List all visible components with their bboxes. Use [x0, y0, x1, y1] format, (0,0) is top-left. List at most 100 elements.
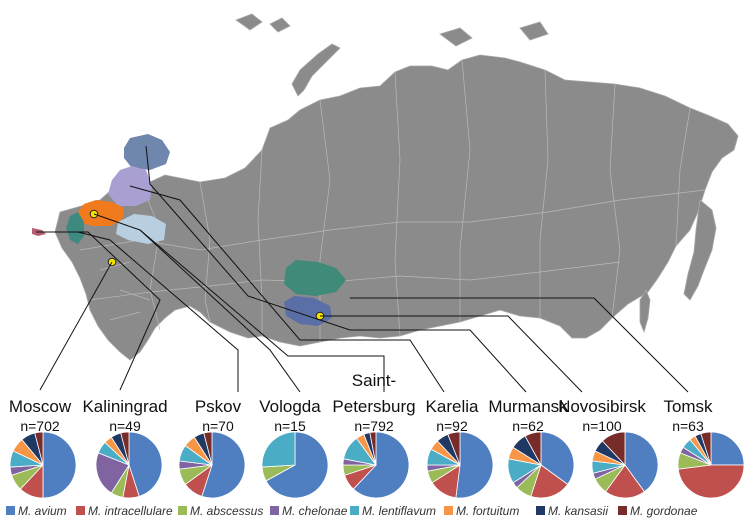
- legend-item-m--avium: M. avium: [6, 504, 67, 518]
- russia-map: [32, 13, 739, 361]
- leader-line-novosibirsk: [320, 315, 583, 393]
- leader-line-karelia: [129, 185, 445, 393]
- pie-slice-m--gordonae: [601, 431, 626, 467]
- region-label-saint-petersburg: Saint- Petersburg n=792: [332, 371, 415, 434]
- pie-slice-m--gordonae: [120, 431, 130, 466]
- legend-label: M. avium: [18, 504, 67, 518]
- region-label-pskov: Pskov n=70: [195, 397, 242, 434]
- vologda-region: [116, 214, 166, 244]
- pie-chart-moscow: [9, 431, 77, 499]
- region-labels: Moscow n=702 Kaliningrad n=49 Pskov n=70 Volog…: [9, 371, 713, 434]
- region-label-kaliningrad: Kaliningrad n=49: [82, 397, 167, 434]
- pie-chart-murmansk: [507, 431, 575, 499]
- pie-slice-m--intracellulare: [677, 464, 745, 499]
- leader-line-kaliningrad: [36, 231, 161, 391]
- legend-item-m--intracellulare: M. intracellulare: [76, 504, 173, 518]
- legend-label: M. fortuitum: [456, 504, 519, 518]
- legend-item-m--chelonae: M. chelonae: [270, 504, 348, 518]
- pie-chart-vologda: [261, 431, 329, 499]
- region-count: n=92: [436, 418, 468, 434]
- pie-chart-novosibirsk: [591, 431, 659, 499]
- leader-line-saint-petersburg: [93, 213, 385, 392]
- pie-slice-m--avium: [201, 431, 246, 499]
- pie-slice-m--gordonae: [369, 431, 377, 466]
- pie-slice-m--avium: [128, 431, 163, 497]
- pie-chart-saint-petersburg: [342, 431, 410, 499]
- region-label-moscow: Moscow n=702: [9, 397, 72, 434]
- pie-slice-m--gordonae: [34, 431, 44, 466]
- legend-swatch: [536, 506, 545, 515]
- pie-slice-m--avium: [624, 431, 659, 493]
- region-borders: [79, 59, 706, 342]
- sakhalin-shape: [639, 289, 651, 334]
- pie-slice-m--gordonae: [700, 431, 712, 466]
- species-legend: M. avium M. intracellulare M. abscessus M. …: [6, 504, 698, 518]
- legend-swatch: [178, 506, 187, 515]
- legend-label: M. gordonae: [630, 504, 698, 518]
- region-count: n=15: [274, 418, 306, 434]
- pie-slice-m--gordonae: [447, 431, 461, 466]
- leader-line-murmansk: [145, 145, 527, 393]
- legend-label: M. intracellulare: [88, 504, 173, 518]
- legend-item-m--lentiflavum: M. lentiflavum: [350, 504, 436, 518]
- region-name: Novosibirsk: [558, 397, 646, 416]
- russia-mainland-shape: [54, 54, 739, 361]
- legend-label: M. lentiflavum: [362, 504, 436, 518]
- legend-swatch: [350, 506, 359, 515]
- region-name: Saint-: [352, 371, 396, 390]
- region-count: n=62: [512, 418, 544, 434]
- region-name-line2: Petersburg: [332, 397, 415, 416]
- pskov-region: [66, 212, 84, 244]
- region-count: n=100: [582, 418, 622, 434]
- pie-slice-m--avium: [455, 431, 494, 499]
- region-name: Karelia: [426, 397, 479, 416]
- leader-line-tomsk: [350, 297, 689, 393]
- pie-slice-m--avium: [42, 431, 77, 499]
- legend-swatch: [6, 506, 15, 515]
- legend-item-m--kansasii: M. kansasii: [536, 504, 608, 518]
- pie-slice-m--avium: [540, 431, 575, 485]
- region-name: Moscow: [9, 397, 72, 416]
- legend-swatch: [618, 506, 627, 515]
- pie-chart-karelia: [426, 431, 494, 499]
- pie-slice-m--avium: [265, 431, 329, 499]
- arctic-islands-shape: [235, 13, 549, 47]
- pie-slice-m--intracellulare: [530, 464, 569, 499]
- legend-swatch: [444, 506, 453, 515]
- region-label-tomsk: Tomsk n=63: [663, 397, 713, 434]
- region-name: Pskov: [195, 397, 242, 416]
- region-name: Tomsk: [663, 397, 713, 416]
- pie-slice-m--avium: [352, 431, 410, 499]
- pie-chart-tomsk: [677, 431, 745, 499]
- pie-slice-m--avium: [710, 431, 745, 466]
- region-name: Kaliningrad: [82, 397, 167, 416]
- pie-slice-m--lentiflavum: [261, 431, 296, 468]
- leader-lines: [36, 145, 689, 393]
- pie-chart-kaliningrad: [95, 431, 163, 499]
- legend-item-m--gordonae: M. gordonae: [618, 504, 698, 518]
- kamchatka-shape: [683, 199, 717, 301]
- leader-line-moscow: [39, 261, 113, 391]
- pie-slice-m--gordonae: [524, 431, 542, 466]
- pie-chart-pskov: [178, 431, 246, 499]
- novosibirsk-region-upper: [284, 260, 346, 296]
- region-label-karelia: Karelia n=92: [426, 397, 479, 434]
- region-label-novosibirsk: Novosibirsk n=100: [558, 397, 646, 434]
- legend-item-m--abscessus: M. abscessus: [178, 504, 263, 518]
- region-count: n=49: [109, 418, 141, 434]
- legend-label: M. kansasii: [548, 504, 608, 518]
- pie-charts: [9, 431, 745, 499]
- saint-petersburg-region: [78, 200, 124, 226]
- pie-slice-m--intracellulare: [605, 464, 645, 499]
- leader-line-pskov: [77, 231, 239, 392]
- region-label-vologda: Vologda n=15: [259, 397, 321, 434]
- region-count: n=702: [20, 418, 60, 434]
- legend-label: M. abscessus: [190, 504, 263, 518]
- region-count: n=63: [672, 418, 704, 434]
- leader-line-vologda: [139, 229, 301, 393]
- pie-slice-m--chelonae: [95, 452, 130, 494]
- legend-swatch: [76, 506, 85, 515]
- legend-swatch: [270, 506, 279, 515]
- legend-item-m--fortuitum: M. fortuitum: [444, 504, 519, 518]
